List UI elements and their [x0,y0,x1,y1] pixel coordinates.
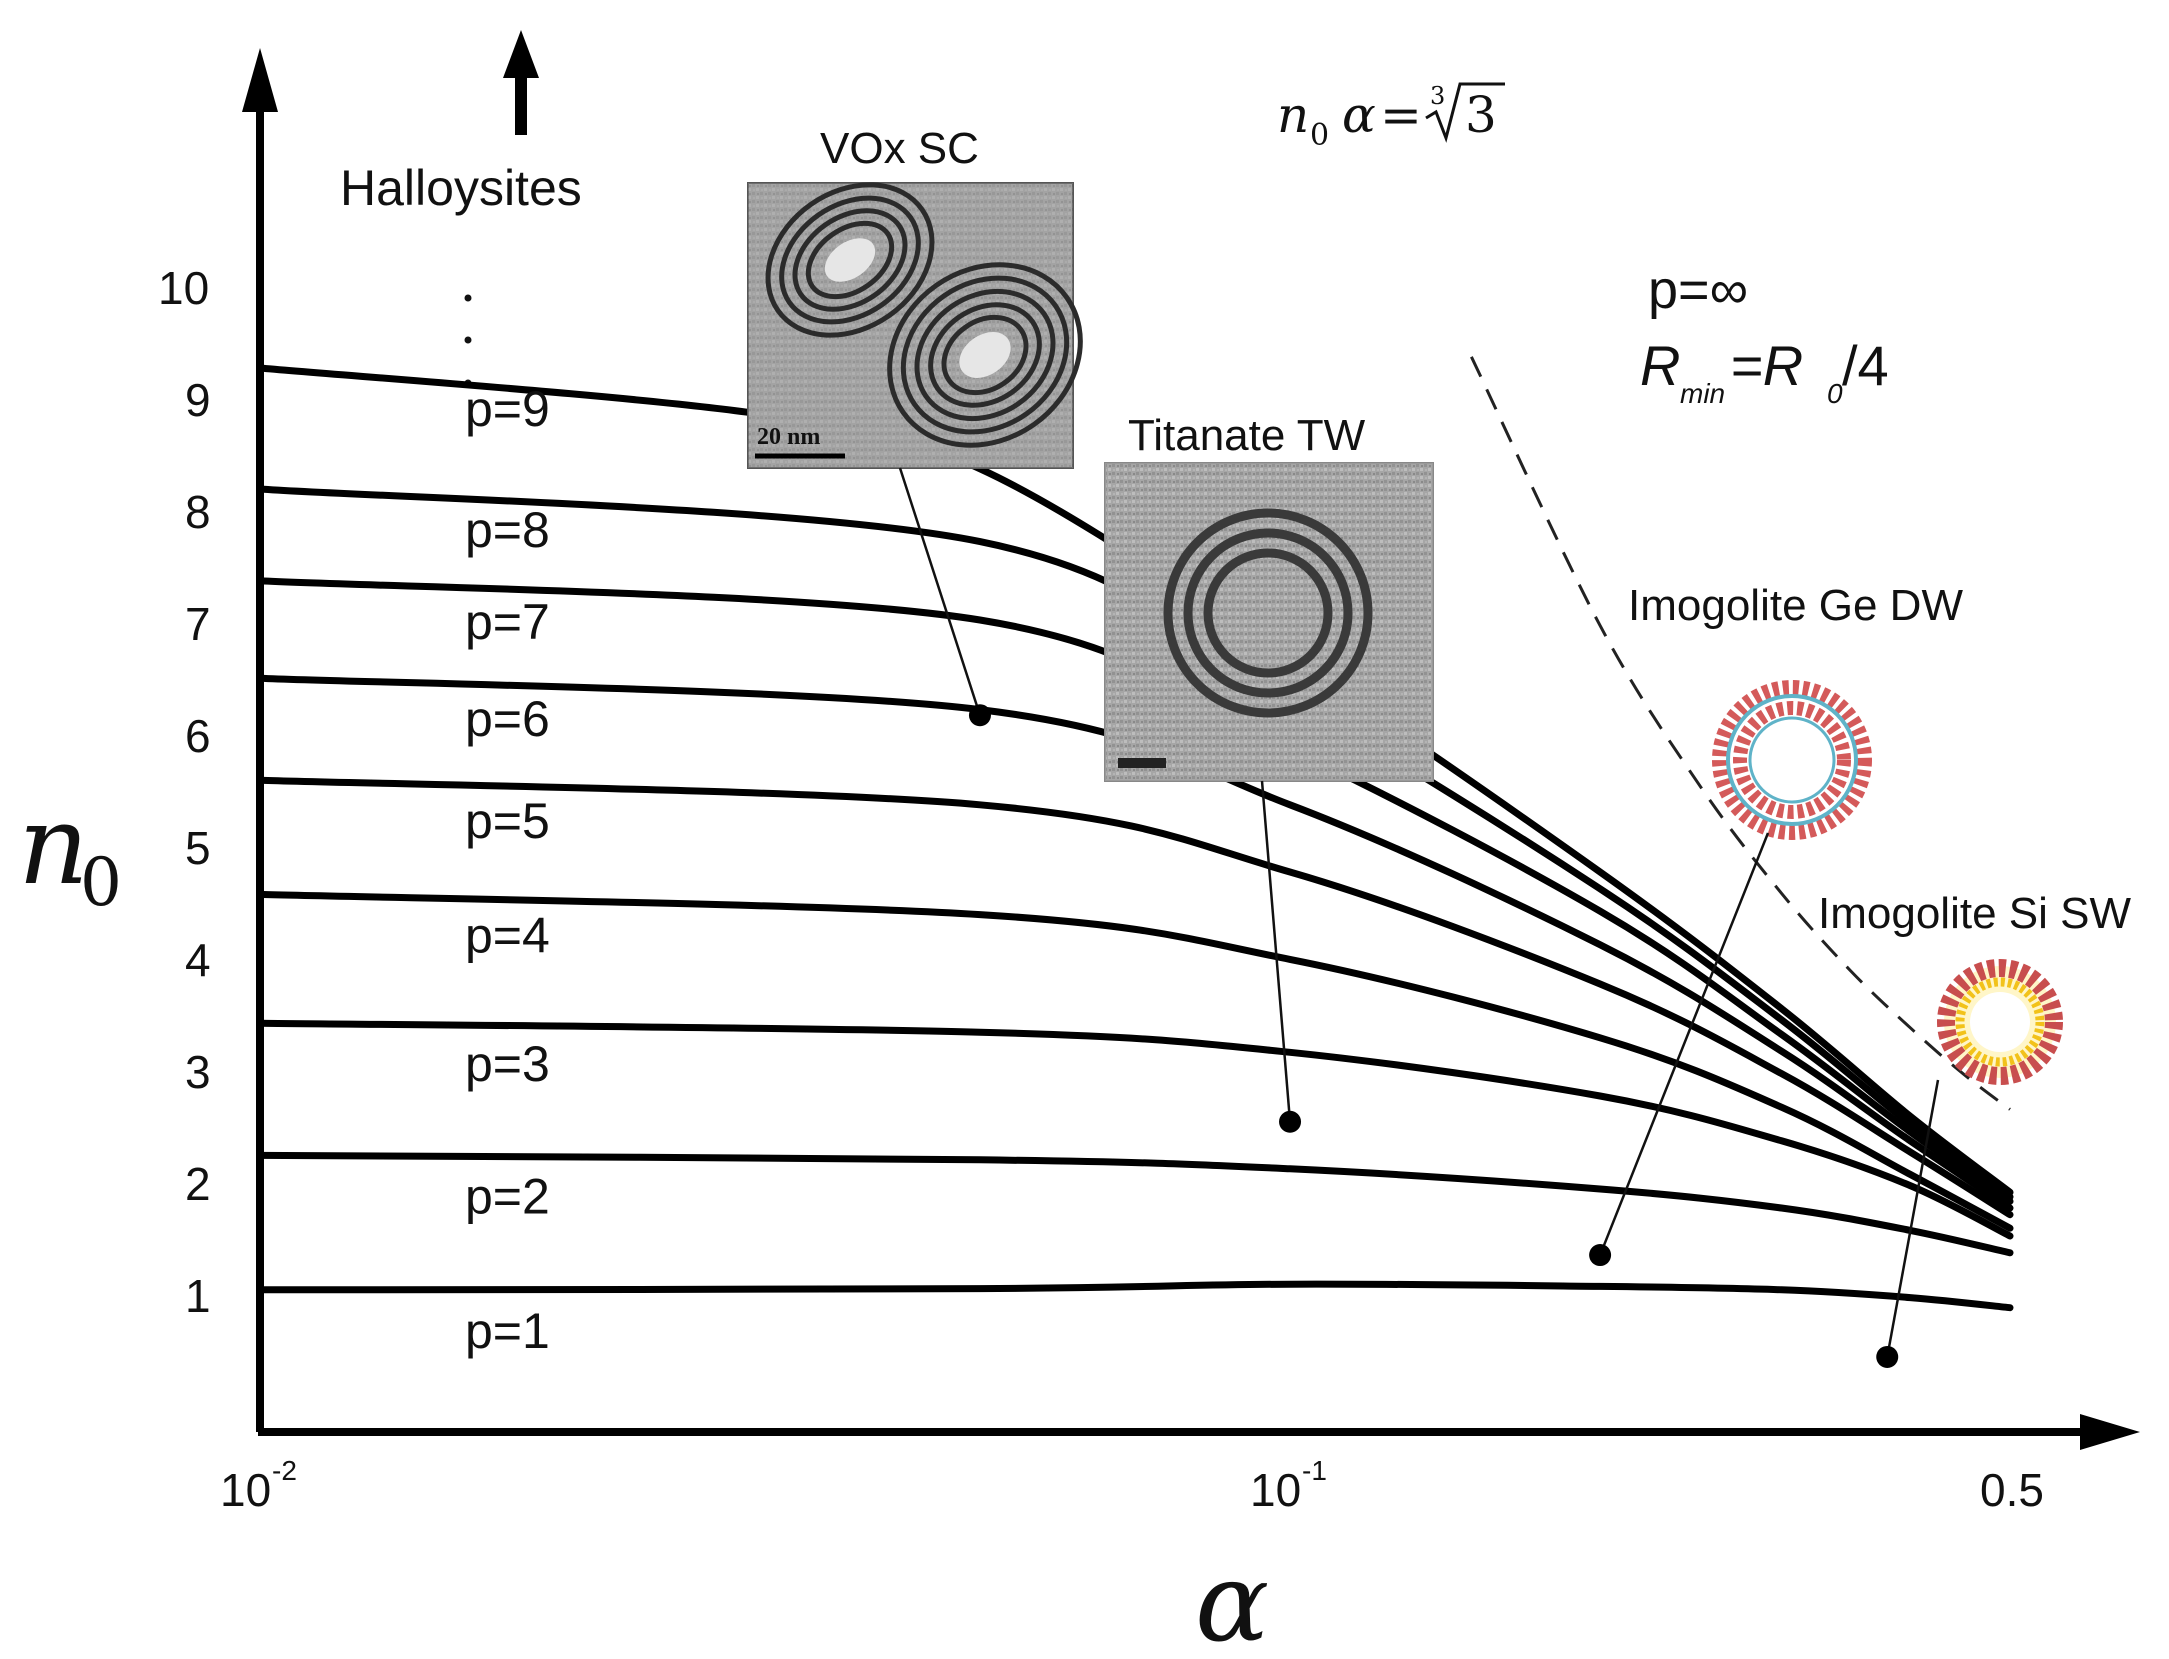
curve-label-p9: p=9 [465,381,550,437]
svg-text:n: n [1277,86,1309,144]
imogolite-si-sw-image [1937,959,2063,1085]
curve-label-p8: p=8 [465,502,550,558]
svg-text:3: 3 [1465,86,1497,144]
svg-text:0: 0 [1827,378,1843,409]
leader-line-1 [1260,780,1292,1122]
x-axis-arrow [2080,1414,2140,1450]
data-point-3 [1876,1345,1899,1368]
rmin-label: R min =R 0 /4 [1640,334,1889,409]
svg-text:min: min [1680,378,1725,409]
svg-text:3: 3 [1430,82,1445,110]
y-tick-label-2: 2 [185,1158,211,1210]
curve-labels: p=1 p=2 p=3 p=4 p=5 p=6 p=7 p=8 p=9 [465,381,550,1359]
y-axis-arrow [242,48,278,112]
y-tick-label-5: 5 [185,822,211,874]
svg-text:=R: =R [1730,334,1803,397]
leader-line-2 [1598,832,1770,1256]
imogolite-ge-dw-image [1712,680,1872,840]
curve-label-p6: p=6 [465,691,550,747]
curve-p2 [256,1151,2014,1257]
curve-p6 [256,674,2014,1212]
svg-text:-1: -1 [1302,1455,1327,1486]
leader-line-0 [898,467,982,716]
data-points [968,704,1899,1368]
svg-text:-2: -2 [272,1455,297,1486]
data-point-0 [968,704,991,727]
halloysites-label: Halloysites [340,160,582,216]
svg-text:20 nm: 20 nm [757,424,820,450]
svg-text:R: R [1640,334,1680,397]
x-tick-labels: 10 -2 10 -1 0.5 [220,1455,2044,1516]
y-tick-label-9: 9 [185,374,211,426]
svg-text:/4: /4 [1842,334,1889,397]
y-tick-label-4: 4 [185,934,211,986]
leader-line-3 [1886,1079,1940,1358]
x-tick-label-2: 0.5 [1980,1464,2044,1516]
limit-curve-dashed [1470,356,2011,1111]
y-tick-label-7: 7 [185,598,211,650]
vertical-ellipsis [464,294,472,387]
svg-text:n: n [18,781,89,909]
titanate-tw-image [1104,462,1434,782]
y-axis-title: n 0 [18,781,122,921]
curve-label-p7: p=7 [465,594,550,650]
svg-text:0: 0 [1310,118,1329,153]
curves [256,364,2014,1312]
curve-label-p2: p=2 [465,1168,550,1224]
svg-text:0: 0 [80,844,122,921]
vox-sc-image: 20 nm [747,182,1083,469]
leader-lines [898,467,1940,1358]
curve-p3 [256,1019,2014,1240]
curve-p4 [256,890,2014,1232]
svg-text:0.5: 0.5 [1980,1464,2044,1516]
y-tick-label-1: 1 [185,1270,211,1322]
vox-sc-label: VOx SC [820,124,979,173]
data-point-2 [1589,1244,1612,1267]
titanate-tw-label: Titanate TW [1128,411,1366,460]
limit-curve-label: n 0 α = 3 3 [1277,82,1505,153]
x-tick-label-0: 10 -2 [220,1455,297,1516]
y-tick-label-10: 10 [158,262,209,314]
svg-text:10: 10 [1250,1464,1301,1516]
curve-p1 [256,1280,2014,1312]
axes [242,48,2140,1450]
y-tick-label-8: 8 [185,486,211,538]
curve-label-p5: p=5 [465,793,550,849]
svg-text:10: 10 [220,1464,271,1516]
curve-label-p3: p=3 [465,1036,550,1092]
curve-p7 [256,577,2014,1205]
halloysites-arrow [503,30,539,135]
imogolite-si-sw-label: Imogolite Si SW [1818,889,2131,938]
x-axis-title: α [1195,1538,1269,1659]
curve-p5 [256,776,2014,1219]
y-tick-label-6: 6 [185,710,211,762]
y-tick-label-3: 3 [185,1046,211,1098]
curve-label-p4: p=4 [465,907,550,963]
y-tick-labels: 1 2 3 4 5 6 7 8 9 10 [158,262,211,1322]
curve-label-p1: p=1 [465,1303,550,1359]
data-point-1 [1279,1110,1302,1133]
x-tick-label-1: 10 -1 [1250,1455,1327,1516]
svg-text:α: α [1342,86,1376,144]
p-infinity-label: p=∞ [1648,260,1748,320]
imogolite-ge-dw-label: Imogolite Ge DW [1628,581,1963,630]
svg-text:=: = [1380,86,1422,144]
